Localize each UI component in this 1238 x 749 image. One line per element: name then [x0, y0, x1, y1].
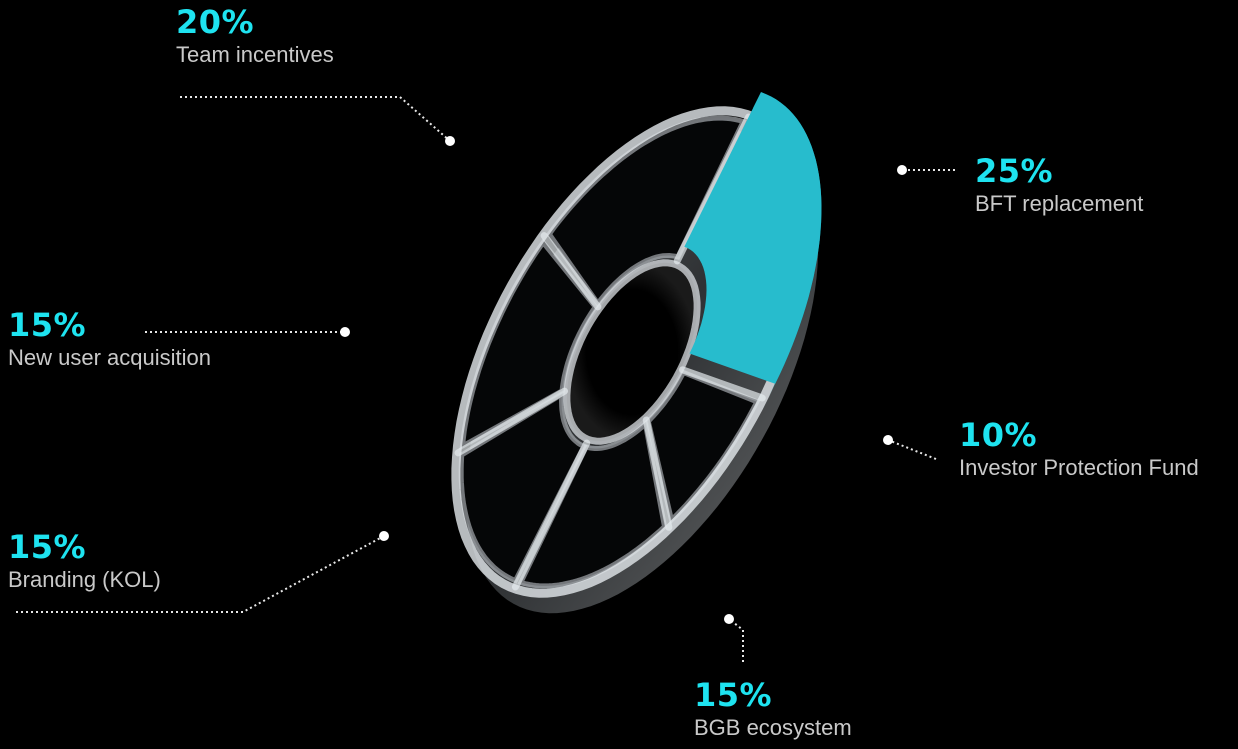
donut-hole — [563, 259, 701, 445]
slice-branding-kol — [458, 389, 588, 584]
category-label-bgb-ecosystem: BGB ecosystem — [694, 715, 852, 740]
slice-team-incentives — [546, 115, 747, 308]
leader-dot-new-user-acquisition — [340, 327, 350, 337]
leader-line-bgb-ecosystem — [728, 618, 744, 662]
divider-investor-protection-fund — [679, 366, 766, 402]
value-label-new-user-acquisition: 15% — [8, 306, 87, 344]
slice-bft-replacement — [684, 92, 822, 384]
label-branding-kol: 15% Branding (KOL) — [8, 529, 161, 594]
label-investor-protection-fund: 10% Investor Protection Fund — [959, 417, 1199, 482]
leader-line-team-incentives — [180, 96, 451, 142]
leader-dot-team-incentives — [445, 136, 455, 146]
leader-line-branding-kol — [16, 535, 385, 613]
leader-line-investor-protection-fund — [887, 439, 937, 460]
label-team-incentives: 20% Team incentives — [176, 4, 334, 69]
category-label-branding-kol: Branding (KOL) — [8, 567, 161, 592]
label-bft-replacement: 25% BFT replacement — [975, 153, 1143, 218]
divider-bft-replacement — [673, 113, 753, 265]
value-label-bgb-ecosystem: 15% — [694, 676, 773, 714]
divider-new-user-acquisition — [454, 387, 569, 457]
category-label-new-user-acquisition: New user acquisition — [8, 345, 211, 370]
leader-dot-investor-protection-fund — [883, 435, 893, 445]
leader-dot-bgb-ecosystem — [724, 614, 734, 624]
value-label-team-incentives: 20% — [176, 3, 255, 41]
divider-bgb-ecosystem — [642, 416, 673, 531]
slice-bgb-ecosystem — [517, 419, 668, 589]
value-label-branding-kol: 15% — [8, 528, 87, 566]
divider-team-incentives — [540, 232, 602, 311]
label-new-user-acquisition: 15% New user acquisition — [8, 307, 211, 372]
label-bgb-ecosystem: 15% BGB ecosystem — [694, 677, 852, 742]
leader-dot-branding-kol — [379, 531, 389, 541]
divider-branding-kol — [511, 439, 591, 591]
category-label-team-incentives: Team incentives — [176, 42, 334, 67]
category-label-bft-replacement: BFT replacement — [975, 191, 1144, 216]
value-label-investor-protection-fund: 10% — [959, 416, 1038, 454]
value-label-bft-replacement: 25% — [975, 152, 1054, 190]
category-label-investor-protection-fund: Investor Protection Fund — [959, 455, 1199, 480]
leader-dot-bft-replacement — [897, 165, 907, 175]
